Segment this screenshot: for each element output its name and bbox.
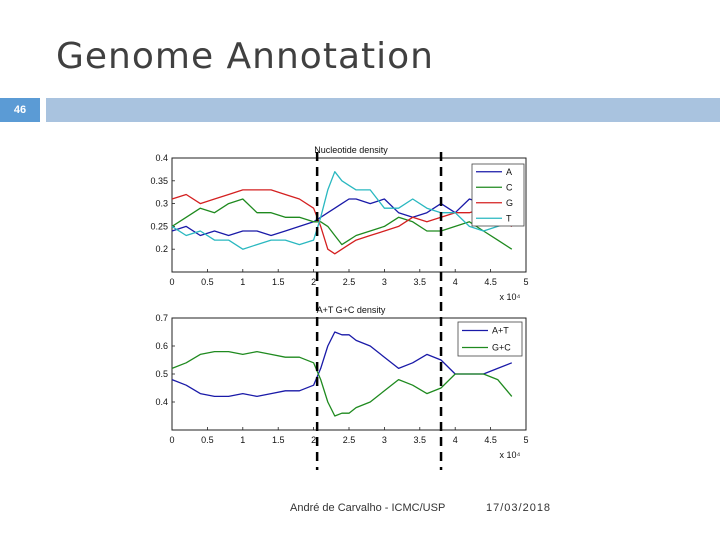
y-tick-label-1-3: 0.4 [155, 397, 168, 407]
legend-box-0 [471, 163, 525, 227]
x-tick-label-1-9: 4.5 [484, 435, 497, 445]
x-tick-label-0-0: 0 [169, 277, 174, 287]
x-tick-label-1-3: 1.5 [272, 435, 285, 445]
series-line-A [171, 198, 513, 237]
y-tick-label-0-0: 0.4 [155, 153, 168, 163]
legend-label-A+T: A+T [492, 326, 509, 336]
x-tick-label-1-10: 5 [523, 435, 528, 445]
x-tick-label-1-4: 2 [311, 435, 316, 445]
x-tick-label-1-2: 1 [240, 435, 245, 445]
chart-title-1: A+T G+C density [317, 305, 386, 315]
legend-label-G: G [506, 198, 513, 208]
title-underline-bar [46, 98, 720, 122]
x-tick-label-0-10: 5 [523, 277, 528, 287]
x-tick-label-1-7: 3.5 [414, 435, 427, 445]
y-tick-label-0-4: 0.2 [155, 244, 168, 254]
y-tick-label-0-1: 0.35 [150, 176, 168, 186]
legend-label-A: A [506, 167, 512, 177]
y-tick-label-0-2: 0.3 [155, 199, 168, 209]
series-line-G+C [171, 350, 513, 417]
legend-box-1 [457, 321, 523, 357]
series-line-A+T [171, 331, 513, 398]
x-tick-label-0-2: 1 [240, 277, 245, 287]
series-line-T [171, 171, 513, 250]
x-tick-label-0-8: 4 [453, 277, 458, 287]
x-multiplier-1: x 10⁴ [500, 450, 521, 460]
x-tick-label-0-1: 0.5 [201, 277, 214, 287]
x-multiplier-0: x 10⁴ [500, 292, 521, 302]
x-tick-label-1-6: 3 [382, 435, 387, 445]
slide-number: 46 [0, 98, 40, 122]
y-tick-label-0-3: 0.25 [150, 221, 168, 231]
x-tick-label-1-0: 0 [169, 435, 174, 445]
x-tick-label-0-3: 1.5 [272, 277, 285, 287]
x-tick-label-0-6: 3 [382, 277, 387, 287]
legend-label-T: T [506, 213, 512, 223]
chart-title-0: Nucleotide density [314, 145, 388, 155]
series-line-G [171, 189, 513, 255]
x-tick-label-0-9: 4.5 [484, 277, 497, 287]
slide-title: Genome Annotation [56, 36, 434, 77]
x-tick-label-0-4: 2 [311, 277, 316, 287]
legend-label-C: C [506, 182, 513, 192]
x-tick-label-0-7: 3.5 [414, 277, 427, 287]
y-tick-label-1-1: 0.6 [155, 341, 168, 351]
series-line-C [171, 198, 513, 250]
footer-author: André de Carvalho - ICMC/USP [290, 502, 446, 514]
legend-label-G+C: G+C [492, 343, 511, 353]
y-tick-label-1-2: 0.5 [155, 369, 168, 379]
x-tick-label-1-8: 4 [453, 435, 458, 445]
x-tick-label-0-5: 2.5 [343, 277, 356, 287]
x-tick-label-1-5: 2.5 [343, 435, 356, 445]
y-tick-label-1-0: 0.7 [155, 313, 168, 323]
x-tick-label-1-1: 0.5 [201, 435, 214, 445]
footer-date: 17/03/2018 [486, 502, 552, 514]
